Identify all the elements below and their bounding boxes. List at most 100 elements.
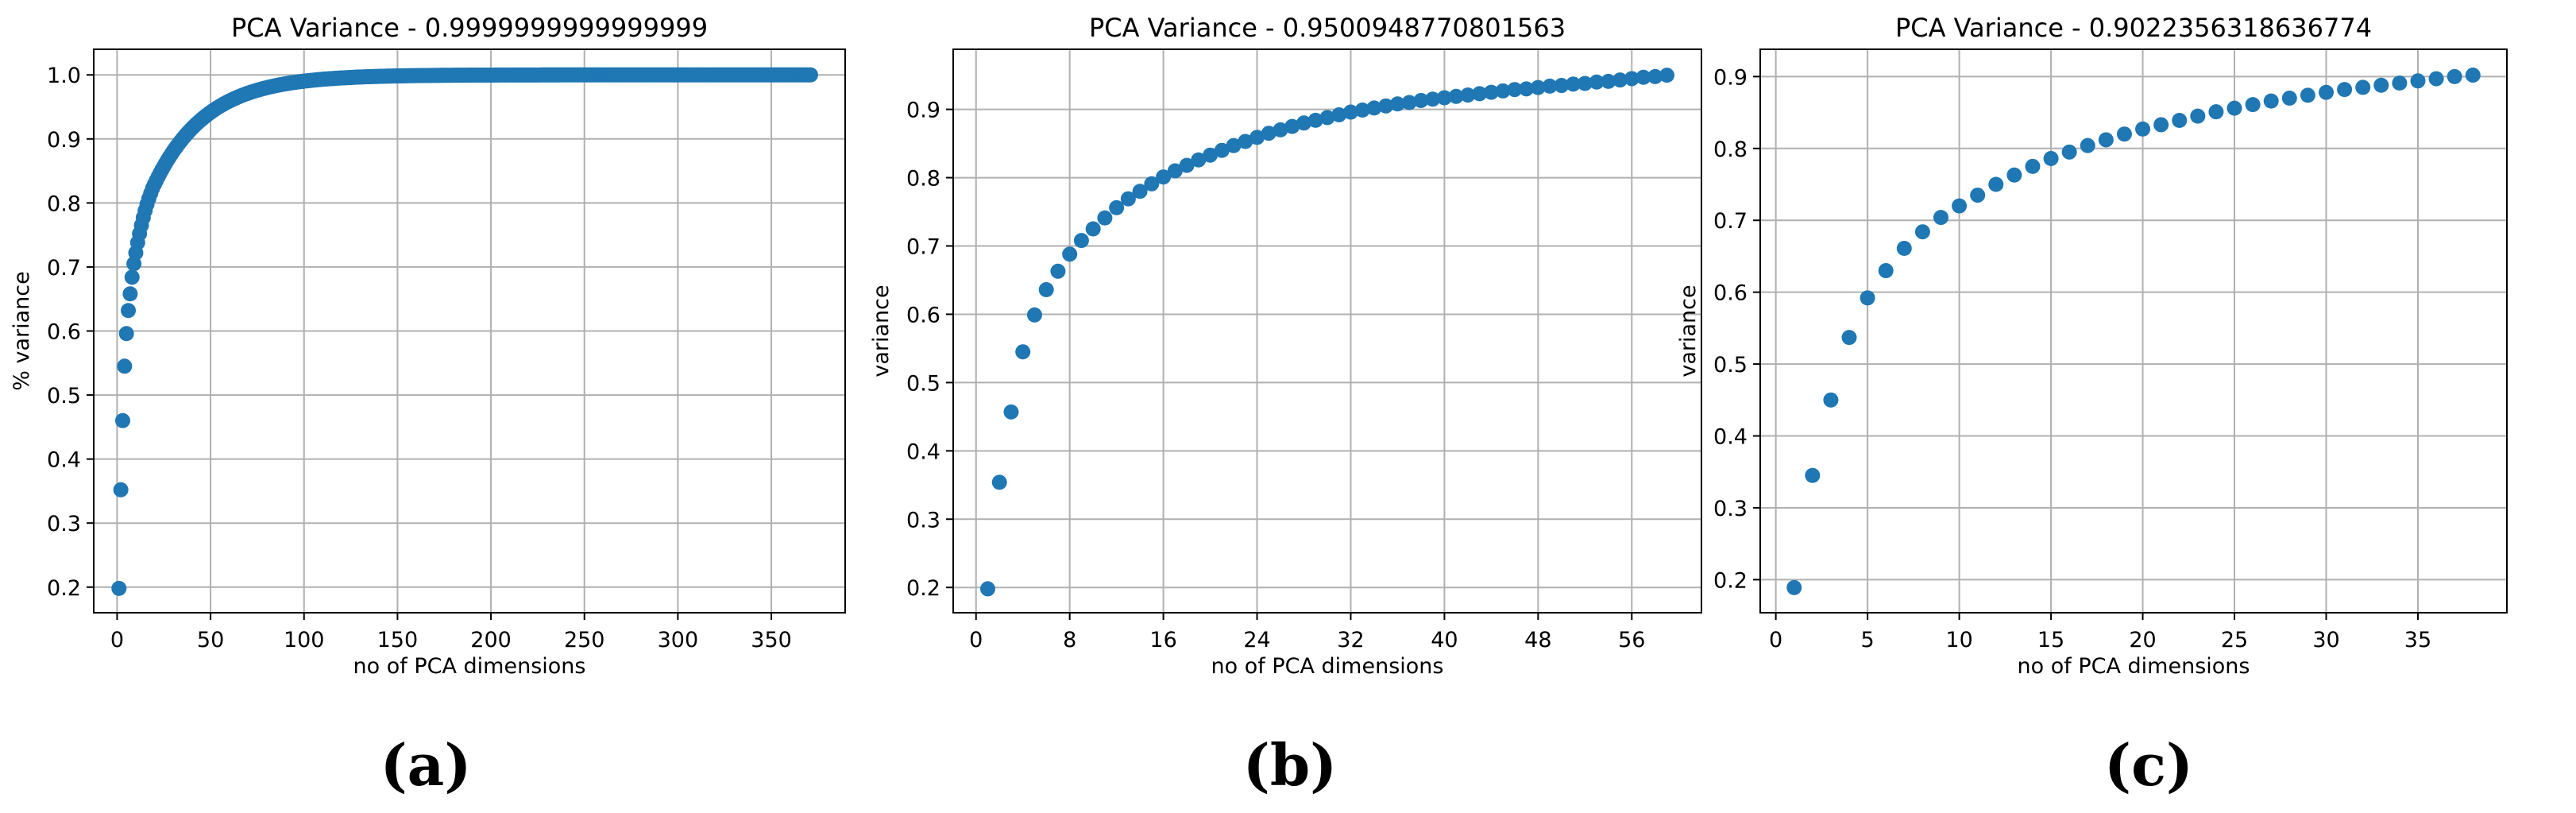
- data-point: [1624, 71, 1639, 87]
- data-point: [1273, 122, 1288, 137]
- y-tick-label: 0.5: [47, 384, 81, 408]
- data-point: [1261, 126, 1276, 141]
- x-tick-label: 150: [377, 628, 419, 652]
- plot-frame: [1759, 48, 2508, 614]
- data-point: [2080, 137, 2095, 153]
- x-tick-label: 0: [1769, 628, 1782, 652]
- x-tick-label: 250: [564, 628, 605, 652]
- data-point: [121, 303, 137, 319]
- data-point: [2410, 73, 2426, 89]
- data-point: [1425, 91, 1441, 107]
- data-point: [1296, 115, 1312, 131]
- data-point: [122, 286, 138, 302]
- x-tick-label: 56: [1618, 628, 1645, 652]
- x-tick-label: 350: [751, 628, 792, 652]
- x-tick-label: 32: [1337, 628, 1364, 652]
- data-point: [2135, 121, 2151, 137]
- data-point: [1636, 69, 1651, 85]
- y-axis-label: % variance: [10, 271, 34, 390]
- x-tick-label: 5: [1861, 628, 1875, 652]
- data-point: [1378, 98, 1394, 114]
- data-point: [1026, 307, 1042, 323]
- data-point: [1413, 92, 1429, 108]
- caption-a: (a): [380, 731, 472, 799]
- data-point: [1401, 95, 1417, 110]
- x-tick-label: 0: [969, 628, 983, 652]
- x-tick-label: 48: [1524, 628, 1551, 652]
- data-point: [1589, 74, 1605, 90]
- data-point: [1519, 81, 1535, 97]
- chart-title: PCA Variance - 0.9022356318636774: [1895, 13, 2372, 43]
- data-point: [1144, 176, 1160, 192]
- data-point: [1577, 75, 1593, 91]
- x-tick-label: 40: [1431, 628, 1458, 652]
- data-point: [1319, 110, 1335, 126]
- data-point: [2043, 150, 2059, 166]
- data-point: [1896, 241, 1912, 256]
- data-point: [1307, 112, 1323, 128]
- data-point: [1015, 344, 1031, 360]
- y-tick-label: 0.8: [906, 167, 940, 192]
- y-tick-label: 0.7: [47, 256, 81, 281]
- y-tick-label: 0.7: [906, 235, 940, 260]
- chart-c: 0 5 10 15 20 25 30 35 0.2 0.3 0.4 0.5 0.6 0.7 0.8 0.9 PC…: [1676, 13, 2508, 679]
- data-point: [1038, 282, 1054, 298]
- data-point: [2281, 90, 2297, 106]
- chart-a: 0 50 100 150 200 250 300 350 0.2 0.3 0.4 0.5 0.6 0.7 0…: [10, 13, 846, 679]
- y-tick-label: 0.5: [1713, 353, 1748, 377]
- data-point: [1284, 118, 1300, 134]
- data-point: [1495, 83, 1511, 99]
- data-point: [1214, 142, 1230, 158]
- y-axis-label: variance: [1676, 285, 1701, 377]
- x-tick-label: 0: [110, 628, 124, 652]
- data-point: [111, 580, 127, 596]
- data-point: [2098, 132, 2114, 148]
- data-point: [2226, 100, 2242, 116]
- data-point: [118, 326, 134, 342]
- data-point: [1085, 221, 1101, 237]
- data-point: [1823, 392, 1839, 408]
- x-tick-label: 200: [470, 628, 512, 652]
- data-point: [1167, 163, 1183, 179]
- data-point: [1860, 290, 1875, 306]
- data-point: [2465, 68, 2481, 83]
- data-point: [1238, 134, 1253, 149]
- data-point: [114, 412, 130, 428]
- y-tick-label: 0.4: [906, 439, 940, 464]
- data-point: [1331, 107, 1347, 122]
- y-axis-label: variance: [869, 285, 894, 377]
- data-point: [2025, 158, 2041, 174]
- chart-title: PCA Variance - 0.9500948770801563: [1089, 13, 1566, 43]
- data-point: [1132, 184, 1148, 199]
- caption-c: (c): [2104, 731, 2193, 799]
- y-tick-label: 0.7: [1713, 209, 1748, 234]
- y-tick-label: 1.0: [47, 64, 81, 88]
- data-point: [1342, 104, 1358, 120]
- data-point: [1073, 233, 1089, 249]
- data-point: [2447, 68, 2462, 84]
- y-tick-label: 0.2: [1713, 568, 1748, 593]
- caption-b: (b): [1242, 731, 1338, 799]
- x-tick-label: 35: [2404, 628, 2431, 652]
- data-point: [1366, 100, 1382, 116]
- y-tick-label: 0.3: [906, 508, 940, 532]
- data-point: [1786, 579, 1802, 595]
- data-point: [1933, 210, 1948, 226]
- x-tick-label: 25: [2221, 628, 2248, 652]
- data-point: [2428, 71, 2444, 87]
- data-point: [2190, 108, 2206, 124]
- data-point: [1472, 86, 1488, 102]
- data-point: [2245, 97, 2261, 113]
- data-point: [1483, 84, 1499, 100]
- data-point: [1566, 76, 1582, 92]
- y-tick-label: 0.9: [906, 99, 940, 123]
- x-tick-label: 50: [197, 628, 224, 652]
- x-tick-label: 300: [658, 628, 699, 652]
- data-point: [1970, 188, 1986, 203]
- x-tick-label: 15: [2037, 628, 2064, 652]
- y-tick-label: 0.8: [47, 192, 81, 216]
- data-point: [1203, 147, 1218, 163]
- y-tick-label: 0.4: [47, 448, 81, 473]
- data-point: [802, 67, 818, 83]
